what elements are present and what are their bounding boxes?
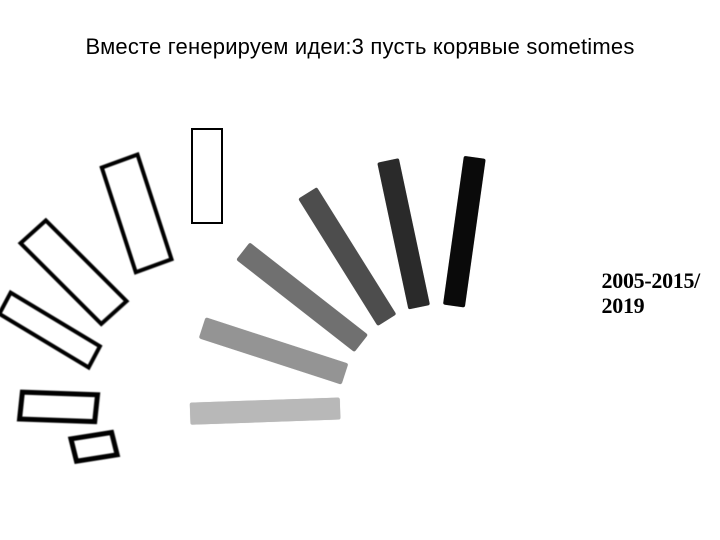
sketch-fan-bar-4 <box>68 430 120 464</box>
years-line-1: 2005-2015/ <box>602 268 700 293</box>
gradient-fan-bar-1 <box>377 158 430 309</box>
gradient-fan-bar-0 <box>443 156 486 308</box>
slide-title: Вместе генерируем идеи:3 пусть корявые s… <box>0 34 720 60</box>
gradient-fan: 2005-2015/ 2019 <box>370 150 710 410</box>
years-line-2: 2019 <box>602 293 645 318</box>
sketch-fan-bar-0 <box>99 152 174 275</box>
years-label: 2005-2015/ 2019 <box>602 268 700 319</box>
slide-stage: Вместе генерируем идеи:3 пусть корявые s… <box>0 0 720 540</box>
sketch-fan-clean-rect <box>191 128 223 224</box>
gradient-fan-bar-5 <box>190 397 341 424</box>
sketch-fan-bar-3 <box>17 390 100 425</box>
